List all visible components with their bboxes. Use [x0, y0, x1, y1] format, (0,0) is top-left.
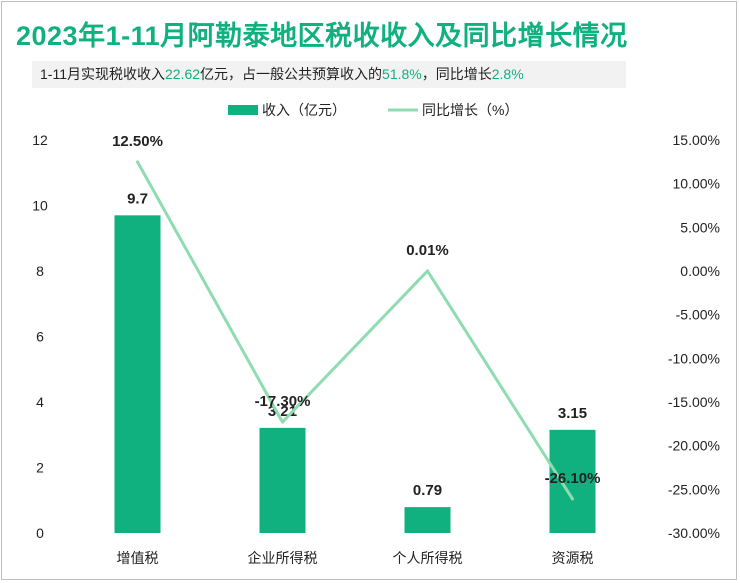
- bar-1: [114, 215, 161, 533]
- growth-line-point: [281, 420, 284, 424]
- bar-data-label: 9.7: [127, 190, 148, 207]
- category-label: 资源税: [552, 550, 594, 566]
- right-axis-tick-label: -30.00%: [668, 525, 720, 541]
- line-data-label: -17.30%: [255, 393, 311, 410]
- left-axis-tick-label: 6: [36, 329, 44, 345]
- right-axis-tick-label: -10.00%: [668, 350, 720, 366]
- chart-title: 2023年1-11月阿勒泰地区税收收入及同比增长情况: [16, 21, 628, 51]
- right-axis-tick-label: 0.00%: [680, 263, 720, 279]
- right-axis-tick-label: -25.00%: [668, 481, 720, 497]
- subtitle-text-2: 亿元，占一般公共预算收入的: [200, 66, 383, 82]
- category-label: 增值税: [117, 550, 159, 566]
- right-axis-tick-label: 10.00%: [673, 176, 720, 192]
- right-axis-tick-label: -20.00%: [668, 438, 720, 454]
- line-data-label: 0.01%: [406, 242, 449, 259]
- legend-bar-label: 收入（亿元）: [262, 102, 346, 118]
- subtitle-text-1: 1-11月实现税收收入: [40, 66, 165, 82]
- right-axis-tick-label: -15.00%: [668, 394, 720, 410]
- category-label: 企业所得税: [248, 550, 318, 566]
- legend-bar-swatch: [228, 105, 258, 115]
- right-axis-tick-label: 15.00%: [673, 132, 720, 148]
- line-data-label: -26.10%: [545, 470, 601, 487]
- bar-2: [259, 427, 306, 533]
- bar-data-label: 0.79: [413, 482, 442, 499]
- growth-line: [136, 161, 574, 500]
- subtitle-value-growth: 2.8%: [491, 66, 524, 82]
- growth-line-point: [426, 269, 429, 273]
- right-axis-tick-label: -5.00%: [676, 307, 720, 323]
- bar-3: [404, 507, 451, 533]
- bar-data-label: 3.15: [558, 405, 587, 422]
- chart-subtitle: 1-11月实现税收收入22.62亿元，占一般公共预算收入的51.8%，同比增长2…: [32, 61, 626, 88]
- left-axis-tick-label: 12: [32, 132, 48, 148]
- line-data-label: 12.50%: [112, 133, 163, 150]
- bar-4: [549, 429, 596, 533]
- subtitle-value-share: 51.8%: [382, 66, 422, 82]
- growth-line-point: [136, 160, 139, 164]
- left-axis-tick-label: 4: [36, 394, 44, 410]
- growth-line-point: [571, 497, 574, 501]
- legend-line-label: 同比增长（%）: [422, 102, 518, 118]
- category-label: 个人所得税: [393, 550, 463, 566]
- left-axis-tick-label: 2: [36, 460, 44, 476]
- subtitle-value-revenue: 22.62: [164, 66, 201, 82]
- left-axis-tick-label: 10: [32, 198, 48, 214]
- left-axis-tick-label: 0: [36, 525, 44, 541]
- right-axis-tick-label: 5.00%: [680, 219, 720, 235]
- subtitle-text-3: ，同比增长: [421, 66, 492, 82]
- left-axis-tick-label: 8: [36, 263, 44, 279]
